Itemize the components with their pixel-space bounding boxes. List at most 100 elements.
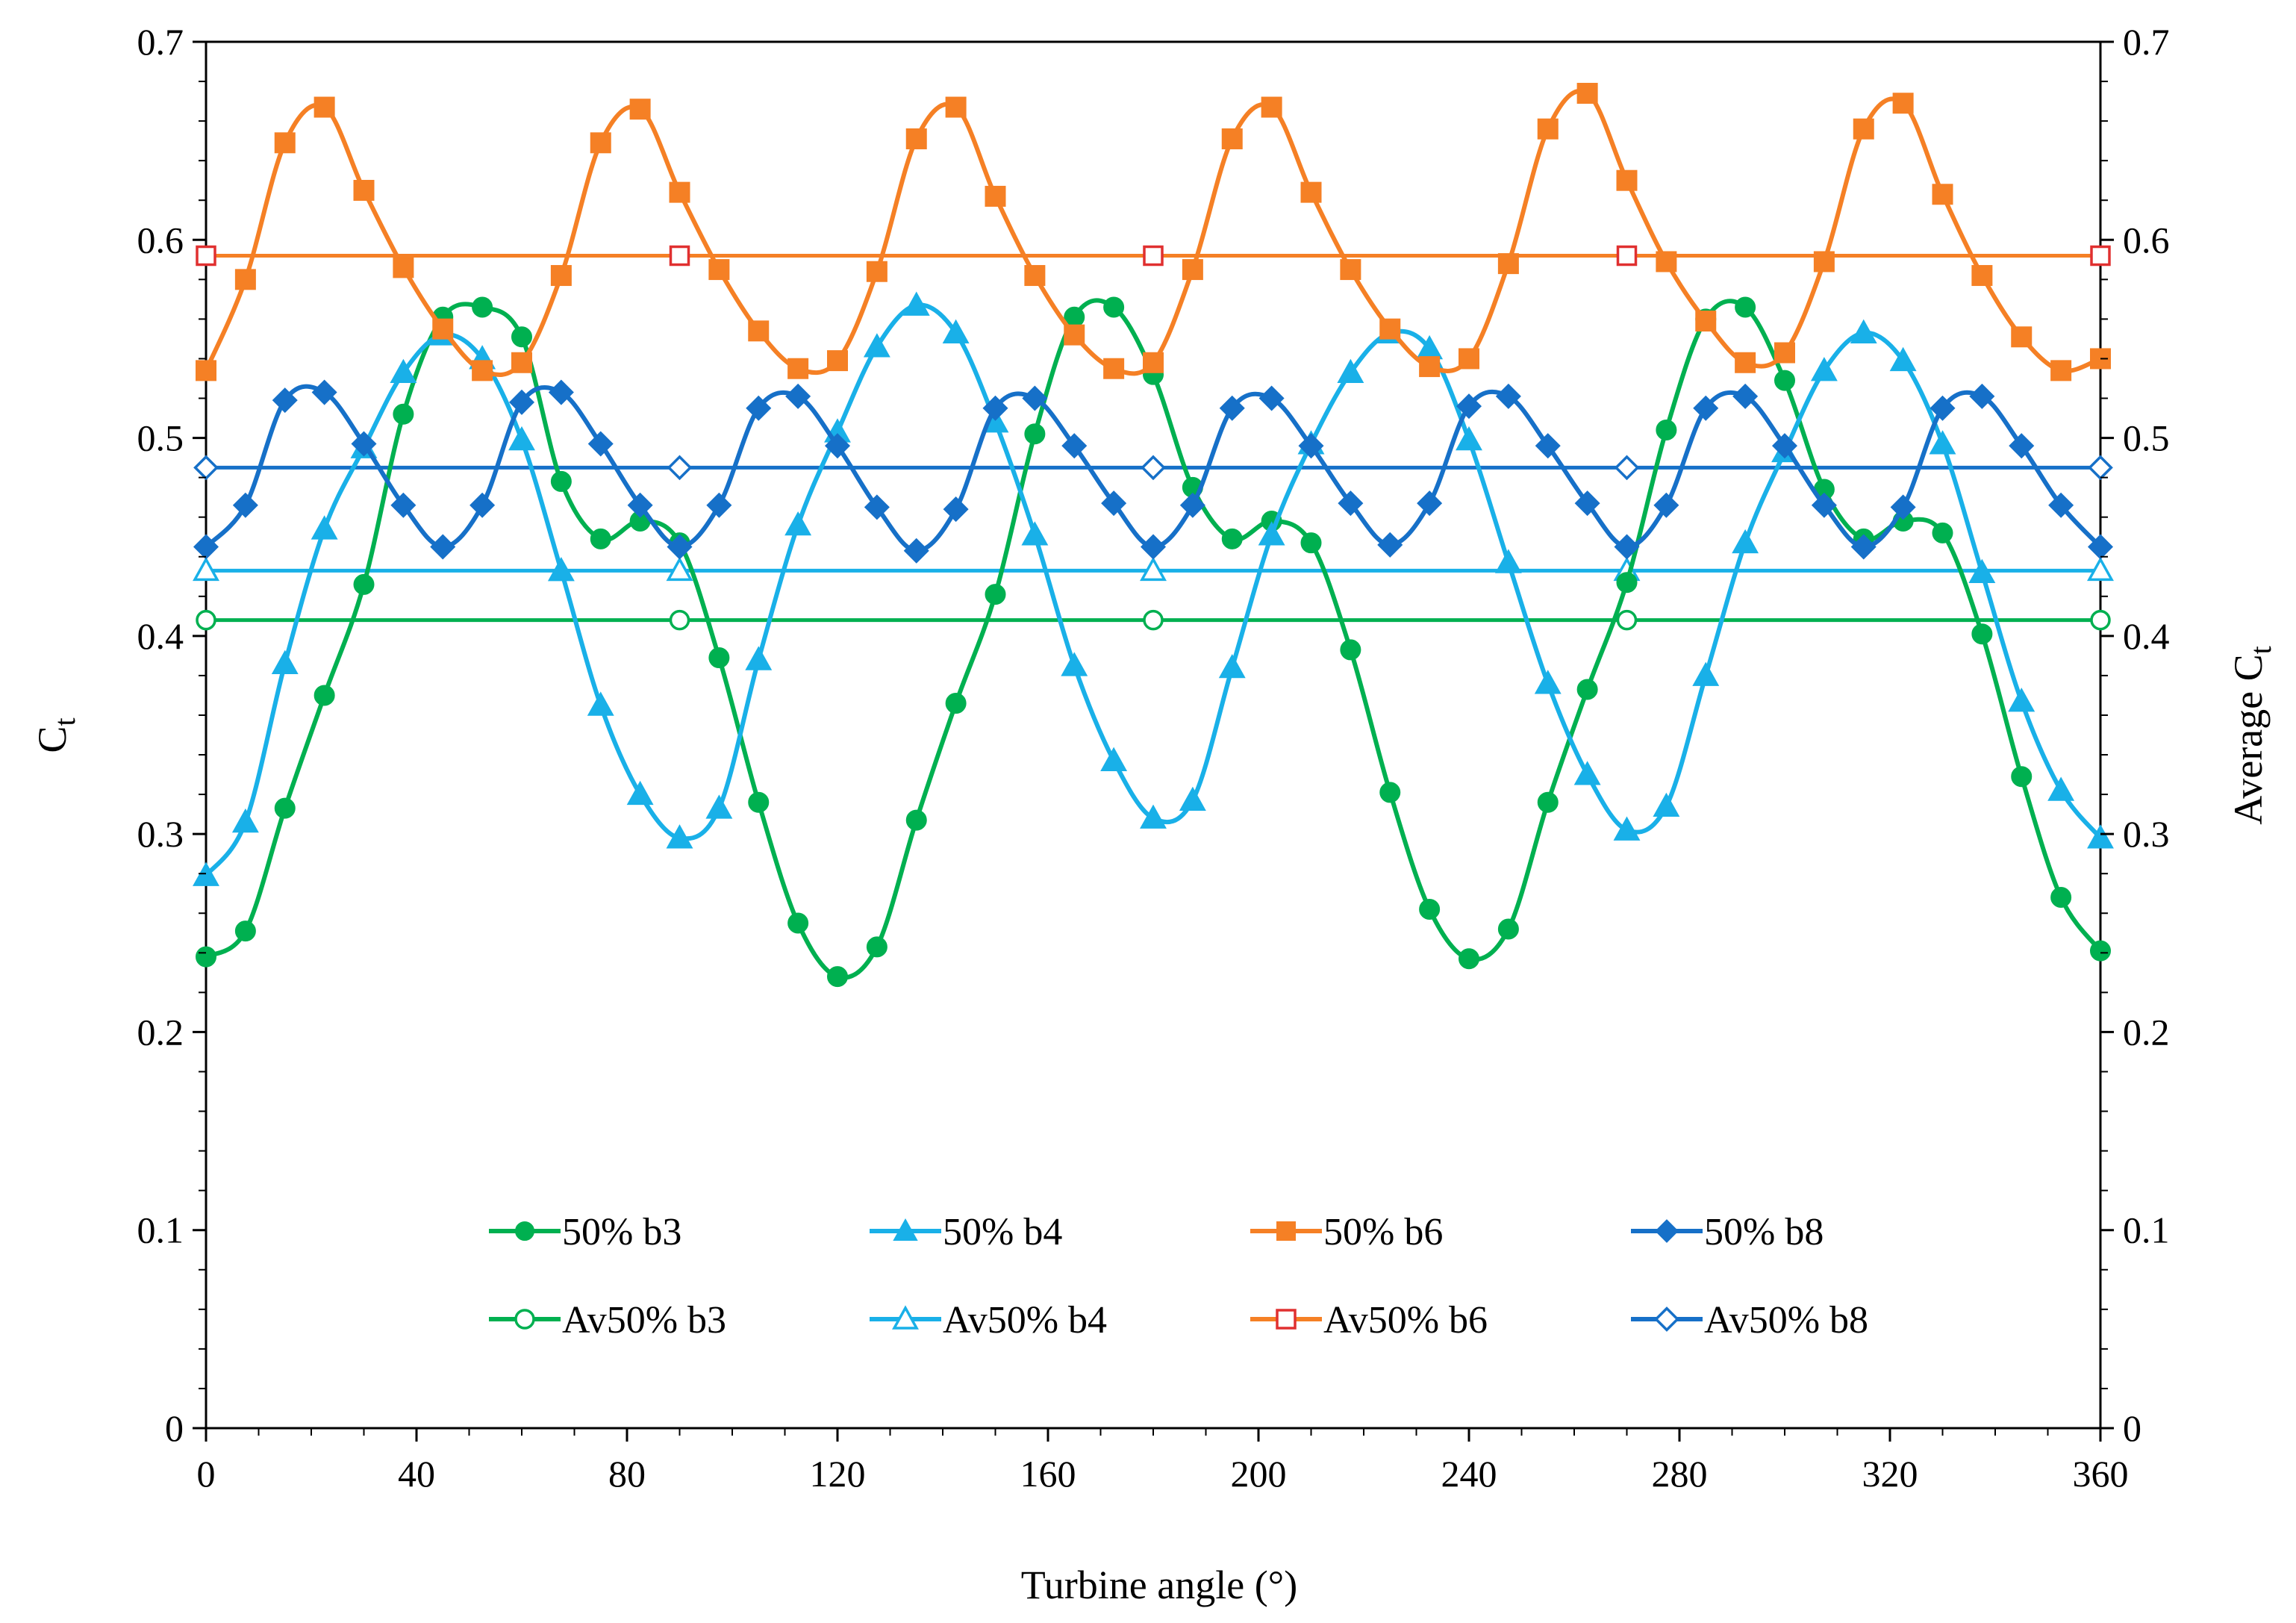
data-point <box>943 496 969 523</box>
data-point <box>824 433 851 459</box>
data-point <box>866 261 887 282</box>
data-point <box>353 179 375 201</box>
series-av50pct-b6 <box>196 245 2111 267</box>
data-point <box>353 573 375 595</box>
x-tick-label: 240 <box>1441 1453 1497 1495</box>
data-point <box>1971 623 1993 645</box>
y2-axis-title: Average Ct <box>2226 646 2277 825</box>
data-point <box>1459 948 1479 970</box>
data-point <box>470 492 496 518</box>
data-point <box>1968 558 1996 583</box>
data-point <box>708 647 730 669</box>
data-point <box>785 383 811 409</box>
x-tick-label: 80 <box>608 1453 646 1495</box>
data-point <box>745 646 773 670</box>
data-point <box>2090 609 2111 631</box>
series-50pct-b3 <box>196 296 2111 988</box>
series-50pct-b8 <box>193 379 2114 564</box>
y2-tick-label: 0.6 <box>2123 219 2170 261</box>
data-point <box>1653 792 1680 817</box>
data-point <box>548 379 574 405</box>
data-point <box>985 584 1006 605</box>
data-point <box>626 780 654 806</box>
data-point <box>587 691 614 716</box>
x-tick-label: 40 <box>398 1453 435 1495</box>
data-point <box>1417 490 1443 517</box>
data-point <box>1616 572 1638 594</box>
data-point <box>590 528 611 549</box>
data-point <box>985 185 1006 207</box>
data-point <box>827 350 848 372</box>
data-point <box>1613 816 1641 841</box>
data-point <box>1653 492 1679 518</box>
data-point <box>1892 93 1914 114</box>
data-point <box>508 426 535 451</box>
y2-tick-label: 0 <box>2123 1407 2141 1449</box>
data-point <box>472 360 493 381</box>
data-point <box>1064 324 1085 346</box>
data-point <box>550 265 572 287</box>
data-point <box>905 128 927 149</box>
legend-marker <box>892 1305 919 1330</box>
data-point <box>1853 118 1874 140</box>
legend-label: 50% b3 <box>562 1211 681 1253</box>
y2-axis-title-main: Average C <box>2226 654 2271 824</box>
y-tick-label: 0 <box>165 1407 184 1449</box>
data-point <box>669 609 690 631</box>
data-point <box>1813 251 1835 272</box>
data-point <box>2088 455 2113 481</box>
data-point <box>667 455 693 481</box>
legend-label: Av50% b6 <box>1323 1299 1488 1342</box>
data-point <box>1021 521 1049 546</box>
legend-marker <box>1655 1219 1679 1243</box>
data-point <box>590 132 611 154</box>
data-point <box>1735 352 1756 373</box>
data-point <box>231 808 259 833</box>
data-point <box>784 511 812 536</box>
data-point <box>1379 318 1401 340</box>
data-point <box>1100 747 1128 771</box>
data-point <box>472 296 493 318</box>
data-point <box>196 360 216 381</box>
legend-label: Av50% b4 <box>943 1299 1107 1342</box>
y-tick-label: 0.2 <box>137 1011 184 1053</box>
y2-axis-title-sub: t <box>2244 646 2277 654</box>
data-point <box>1061 433 1088 459</box>
data-point <box>706 492 732 518</box>
y2-tick-label: 0.1 <box>2123 1209 2170 1251</box>
series-av50pct-b4 <box>193 556 2114 582</box>
data-point <box>1890 494 1916 520</box>
data-point <box>1456 393 1482 420</box>
data-point <box>1022 385 1048 411</box>
data-point <box>1774 342 1795 364</box>
data-point <box>1337 358 1364 384</box>
data-point <box>550 470 572 492</box>
x-tick-label: 0 <box>197 1453 216 1495</box>
data-point <box>902 291 930 316</box>
data-point <box>2047 776 2075 801</box>
series-line <box>204 298 2103 980</box>
data-point <box>1732 383 1759 409</box>
data-point <box>1889 346 1917 372</box>
y-axis-title-sub: t <box>48 717 81 726</box>
data-point <box>313 685 335 706</box>
data-point <box>390 492 417 518</box>
data-point <box>1261 96 1282 118</box>
data-point <box>1574 490 1600 517</box>
data-point <box>193 455 219 481</box>
legend-label: Av50% b8 <box>1704 1299 1868 1342</box>
data-point <box>1930 395 1956 421</box>
x-tick-label: 120 <box>810 1453 866 1495</box>
data-point <box>1218 653 1246 679</box>
data-point <box>1774 370 1795 391</box>
data-point <box>390 358 417 384</box>
data-point <box>1298 433 1324 459</box>
y2-tick-label: 0.3 <box>2123 813 2170 855</box>
data-point <box>1103 358 1125 379</box>
x-axis-title: Turbine angle (°) <box>1021 1563 1298 1607</box>
data-point <box>669 181 690 203</box>
data-point <box>1811 492 1837 518</box>
legend-marker <box>1654 1306 1679 1332</box>
legend-marker <box>1276 1221 1296 1241</box>
data-point <box>1971 265 1993 287</box>
